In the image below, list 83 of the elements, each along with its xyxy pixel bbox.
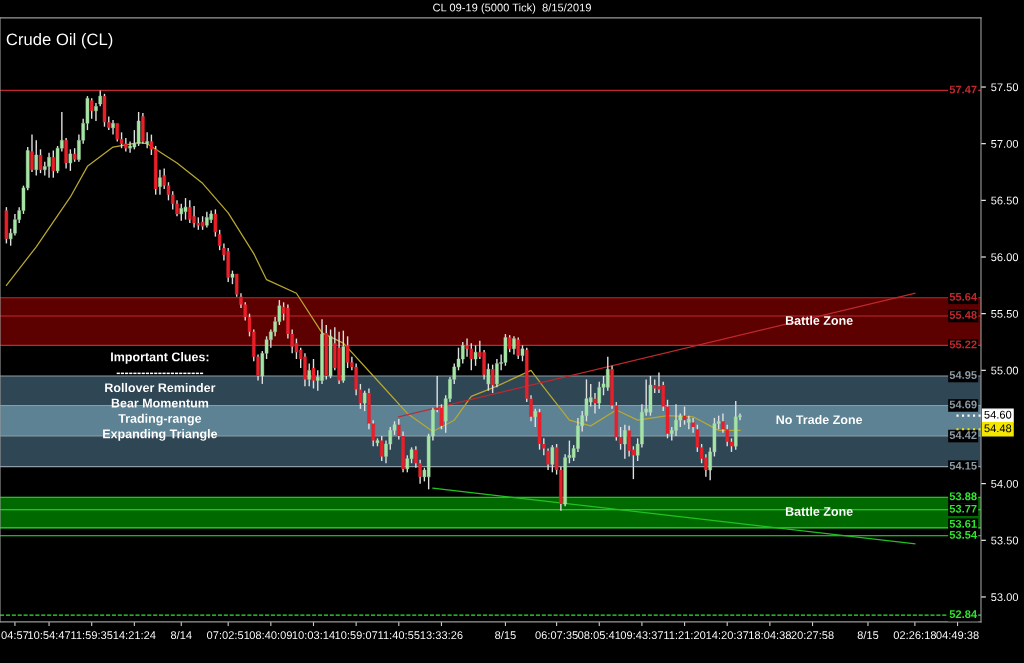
x-tick-label: 10:59:07 — [335, 631, 378, 640]
candlestick — [141, 112, 145, 145]
ref-line-label: 54.15 — [949, 461, 977, 470]
ref-line-label: 55.48 — [949, 311, 977, 319]
ref-line-label: 57.47 — [949, 85, 977, 94]
candlestick — [563, 453, 567, 508]
candlestick — [512, 335, 516, 356]
candlestick — [546, 447, 550, 471]
annotation: Trading-range — [118, 413, 202, 426]
candlestick — [30, 133, 34, 173]
x-tick-label: 14:21:24 — [113, 631, 156, 639]
annotation: Bear Momentum — [111, 398, 209, 408]
candlestick — [234, 273, 239, 298]
candlestick — [47, 152, 51, 179]
y-tick-label: 55.00 — [991, 366, 1019, 375]
x-tick-label: 02:26:18 — [893, 631, 937, 640]
y-tick-label: 56.00 — [991, 253, 1019, 262]
x-tick-label: 14:20:37 — [706, 631, 749, 640]
ref-line-label: 55.64 — [949, 292, 978, 301]
candlestick — [111, 119, 115, 136]
annotation: --------------------- — [116, 372, 204, 375]
band-label: Battle Zone — [785, 506, 853, 516]
ref-line-label: 53.61 — [949, 519, 977, 528]
ref-line-label: 55.22 — [949, 340, 977, 349]
candlestick — [482, 349, 486, 381]
ref-line-label: 54.69 — [949, 400, 977, 409]
candlestick — [627, 425, 631, 458]
x-tick-label: 08:05:41 — [578, 631, 621, 640]
x-tick-label: 04:57 — [1, 631, 29, 640]
x-tick-label: 8/15 — [857, 630, 879, 640]
ref-line-label: 54.60 — [984, 410, 1012, 419]
x-tick-label: 07:02:51 — [207, 631, 250, 640]
candlestick — [226, 247, 230, 283]
ref-line-label: 53.88 — [949, 492, 977, 501]
text: Crude Oil (CL) — [6, 33, 113, 49]
chart-subtitle: CL 09-19 (5000 Tick) 8/15/2019 — [433, 3, 591, 14]
x-tick-label: 11:21:20 — [664, 631, 706, 640]
ref-line-label: 54.42 — [949, 431, 977, 440]
y-tick-label: 55.50 — [991, 309, 1019, 318]
candlestick — [158, 169, 162, 196]
candlestick — [465, 337, 469, 358]
x-tick-label: 8/15 — [495, 630, 516, 640]
x-tick-label: 08:40:09 — [249, 631, 292, 640]
annotation: Important Clues: — [111, 352, 209, 364]
candlestick — [337, 331, 341, 385]
x-tick-label: 8/14 — [170, 630, 192, 640]
x-tick-label: 09:43:37 — [620, 631, 663, 640]
y-tick-label: 53.50 — [991, 536, 1019, 545]
candlestick — [145, 131, 149, 149]
band-label: Battle Zone — [785, 315, 853, 325]
candlestick — [209, 209, 213, 224]
candlestick — [593, 392, 597, 415]
band-label: No Trade Zone — [776, 414, 863, 425]
annotation: Rollover Reminder — [105, 382, 216, 393]
candlestick — [205, 210, 209, 229]
x-tick-label: 11:40:55 — [378, 631, 420, 640]
candlestick — [64, 137, 68, 170]
y-tick-label: 53.00 — [991, 593, 1019, 602]
candlestick — [303, 352, 307, 387]
candlestick — [623, 424, 627, 460]
y-tick-label: 57.50 — [991, 83, 1019, 92]
candlestick — [674, 403, 678, 437]
x-tick-label: 11:59:35 — [71, 631, 113, 640]
candlestick — [320, 318, 324, 385]
y-tick-label: 57.00 — [991, 139, 1019, 148]
x-tick-label: 20:27:58 — [791, 631, 834, 640]
annotation: Expanding Triangle — [103, 429, 218, 441]
x-tick-label: 13:33:26 — [420, 631, 463, 640]
x-tick-label: 06:07:35 — [535, 631, 578, 640]
x-tick-label: 10:03:14 — [292, 631, 335, 640]
ref-line-label: 52.84 — [949, 610, 978, 619]
ref-line-label: 53.54 — [949, 530, 978, 539]
x-tick-label: 04:49:38 — [936, 631, 979, 640]
y-tick-label: 56.50 — [991, 196, 1019, 205]
candlestick — [192, 205, 196, 229]
ref-line-label: 53.77 — [949, 504, 977, 513]
x-tick-label: 10:54:47 — [28, 631, 71, 640]
candlestick — [495, 358, 499, 389]
y-tick-label: 54.00 — [991, 479, 1019, 488]
ref-line-label: 54.48 — [984, 424, 1012, 433]
candlestick — [687, 414, 691, 430]
ref-line-label: 54.95 — [949, 371, 977, 379]
x-tick-label: 18:04:38 — [749, 631, 792, 640]
